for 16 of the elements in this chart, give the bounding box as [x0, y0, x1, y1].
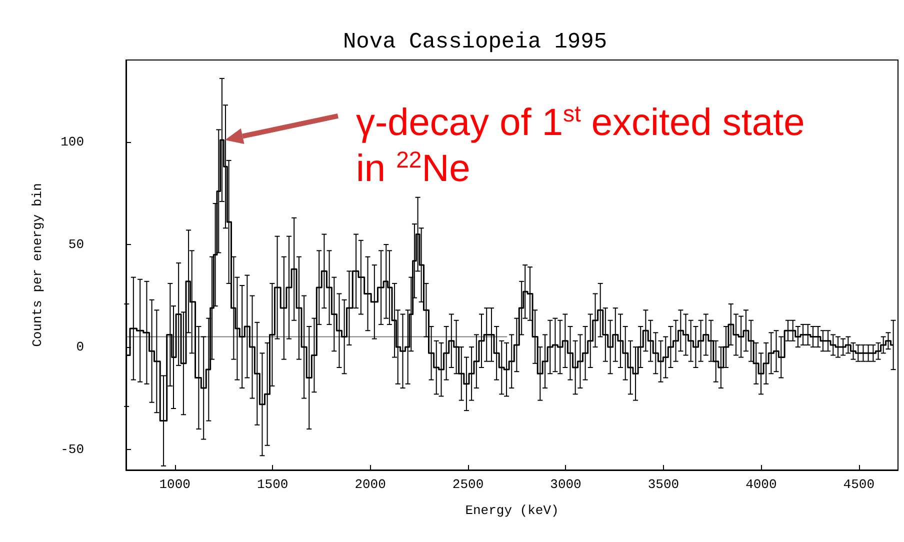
- x-tick-label: 3500: [648, 477, 680, 492]
- x-tick-label: 4500: [843, 477, 875, 492]
- x-tick-label: 1000: [159, 477, 190, 492]
- text: γ-decay of 1$^{st}$ excited state in $^{22}$Ne: [356, 100, 805, 190]
- y-tick-label: 0: [76, 340, 84, 354]
- x-tick-label: 4000: [746, 477, 777, 492]
- x-tick-label: 2000: [354, 477, 386, 492]
- y-axis-title: Counts per energy bin: [30, 183, 45, 347]
- x-axis-title: Energy (keV): [465, 503, 559, 518]
- y-tick-label: 50: [68, 237, 84, 252]
- y-tick-label: -50: [60, 442, 84, 457]
- x-tick-label: 1500: [256, 477, 288, 492]
- chart-title: Nova Cassiopeia 1995: [342, 30, 608, 54]
- x-tick-label: 2500: [452, 477, 484, 492]
- y-tick-label: 100: [60, 134, 84, 150]
- x-tick-label: 3000: [550, 477, 582, 492]
